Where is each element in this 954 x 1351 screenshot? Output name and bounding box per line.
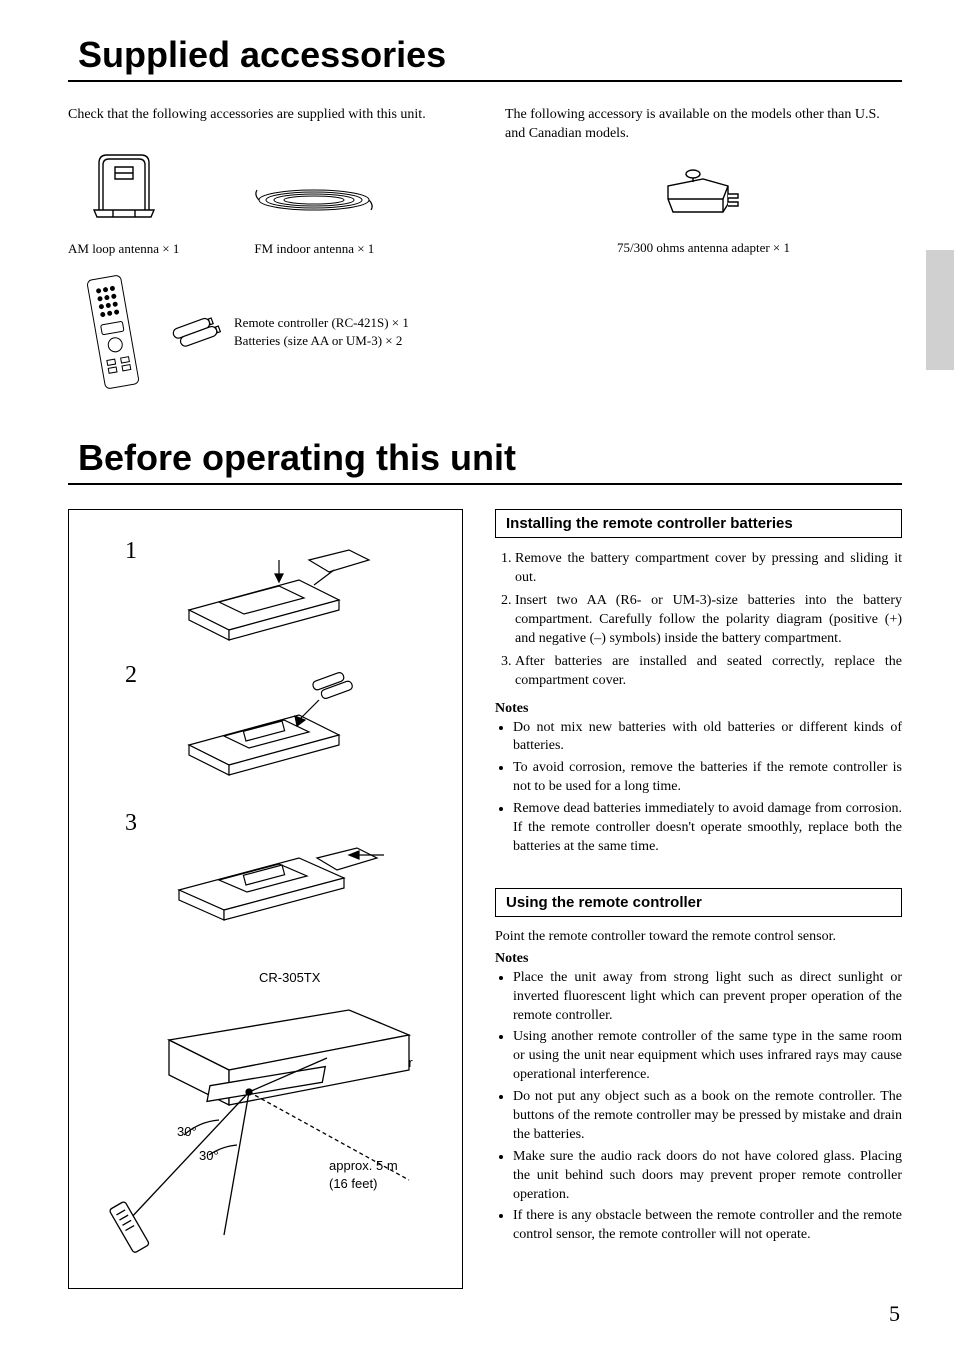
fm-antenna-icon (249, 175, 379, 225)
am-caption: AM loop antenna × 1 (68, 240, 179, 258)
diag-step-3: 3 (125, 810, 137, 837)
batteries-icon (166, 312, 226, 352)
sensor-diagram (89, 980, 449, 1280)
accessories-right-col: The following accessory is available on … (505, 106, 902, 397)
using-note-2: Using another remote controller of the s… (513, 1028, 902, 1085)
section1-title: Supplied accessories (68, 34, 902, 82)
section2-columns: 1 2 3 (68, 509, 902, 1289)
left-intro-text: Check that the following accessories are… (68, 106, 465, 125)
side-tab (926, 250, 954, 370)
remote-caption-block: Remote controller (RC-421S) × 1 Batterie… (234, 314, 409, 350)
step2-illustration (159, 650, 389, 790)
remote-icon (68, 267, 158, 397)
adapter-row: 75/300 ohms antenna adapter × 1 (505, 164, 902, 256)
fm-caption: FM indoor antenna × 1 (249, 240, 379, 258)
accessories-left-col: Check that the following accessories are… (68, 106, 465, 397)
using-note-3: Do not put any object such as a book on … (513, 1088, 902, 1145)
install-notes-head: Notes (495, 701, 902, 717)
remote-caption-1: Remote controller (RC-421S) × 1 (234, 314, 409, 332)
install-step-1: Remove the battery compartment cover by … (515, 550, 902, 588)
using-note-1: Place the unit away from strong light su… (513, 969, 902, 1026)
right-intro-text: The following accessory is available on … (505, 106, 902, 144)
using-intro: Point the remote controller toward the r… (495, 929, 902, 945)
using-note-4: Make sure the audio rack doors do not ha… (513, 1148, 902, 1205)
section2-title: Before operating this unit (68, 437, 902, 485)
adapter-item: 75/300 ohms antenna adapter × 1 (617, 164, 790, 256)
install-notes-list: Do not mix new batteries with old batter… (495, 719, 902, 857)
install-note-3: Remove dead batteries immediately to avo… (513, 800, 902, 857)
install-steps: Remove the battery compartment cover by … (495, 550, 902, 690)
install-note-1: Do not mix new batteries with old batter… (513, 719, 902, 757)
using-notes-head: Notes (495, 951, 902, 967)
am-antenna-item: AM loop antenna × 1 (68, 145, 179, 257)
diagram-box: 1 2 3 (68, 509, 463, 1289)
install-heading: Installing the remote controller batteri… (495, 509, 902, 538)
remote-row: Remote controller (RC-421S) × 1 Batterie… (68, 267, 465, 397)
install-note-2: To avoid corrosion, remove the batteries… (513, 759, 902, 797)
remote-caption-2: Batteries (size AA or UM-3) × 2 (234, 332, 409, 350)
section2: Before operating this unit 1 2 3 (68, 437, 902, 1289)
install-step-3: After batteries are installed and seated… (515, 653, 902, 691)
install-step-2: Insert two AA (R6- or UM-3)-size batteri… (515, 592, 902, 649)
page-number: 5 (889, 1301, 900, 1327)
using-note-5: If there is any obstacle between the rem… (513, 1207, 902, 1245)
diag-step-2: 2 (125, 662, 137, 689)
step3-illustration (149, 800, 409, 940)
right-text-col: Installing the remote controller batteri… (495, 509, 902, 1289)
using-heading: Using the remote controller (495, 888, 902, 917)
am-antenna-icon (79, 145, 169, 225)
using-notes-list: Place the unit away from strong light su… (495, 969, 902, 1245)
fm-antenna-item: FM indoor antenna × 1 (249, 175, 379, 257)
adapter-icon (653, 164, 753, 224)
step1-illustration (159, 530, 389, 650)
accessory-row-1: AM loop antenna × 1 FM indoor antenna × … (68, 145, 465, 257)
diag-step-1: 1 (125, 538, 137, 565)
adapter-caption: 75/300 ohms antenna adapter × 1 (617, 239, 790, 257)
accessories-columns: Check that the following accessories are… (68, 106, 902, 397)
